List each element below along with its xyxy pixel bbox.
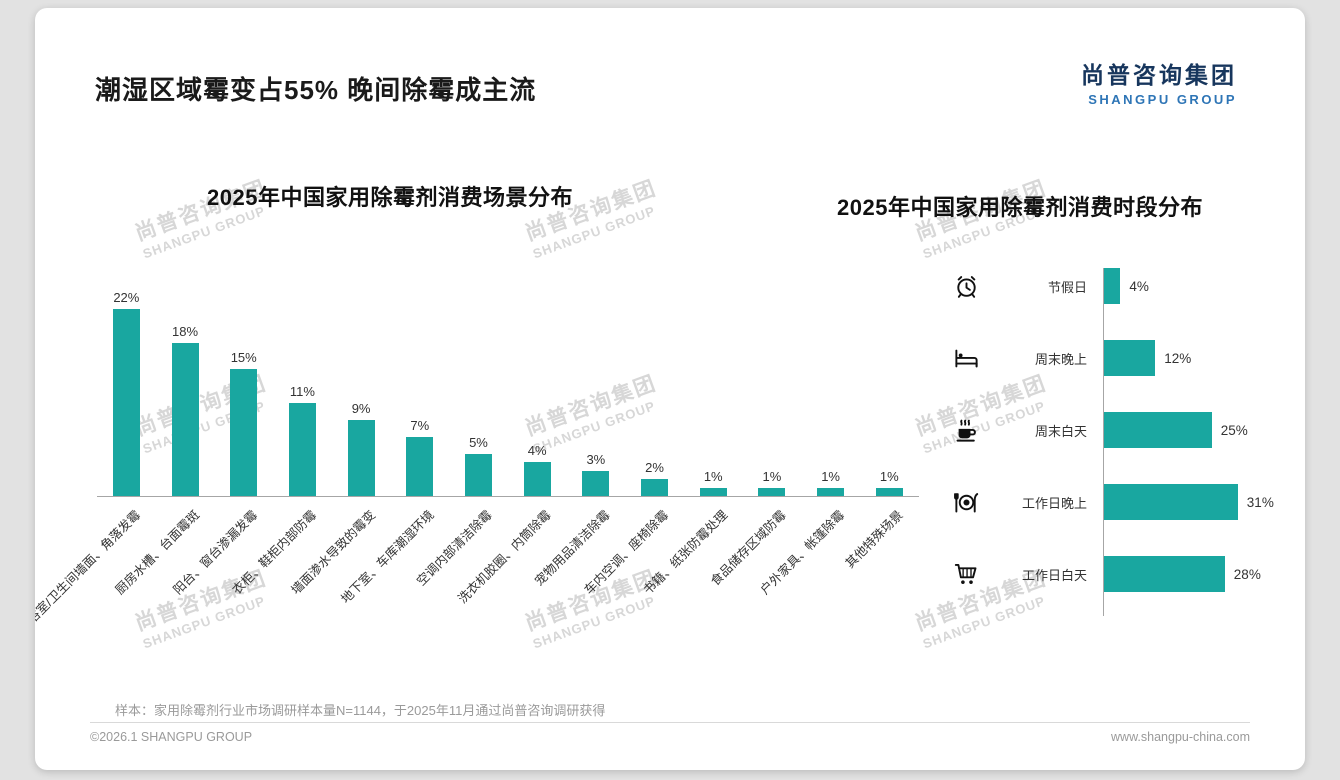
bar <box>1103 556 1225 592</box>
bar-column: 5% <box>449 434 508 496</box>
bar <box>1103 484 1238 520</box>
time-chart: 节假日 4% 周末晚上 12% 周末白天 25% 工作日晚上 31% 工作日白天 28% <box>935 250 1295 620</box>
category-label-cell: 户外家具、帐篷除霉 <box>758 497 860 682</box>
bar <box>523 462 551 496</box>
bar <box>288 402 316 496</box>
bar-column: 2% <box>625 460 684 496</box>
logo-english-text: SHANGPU GROUP <box>1088 92 1237 107</box>
bar-value-label: 22% <box>113 290 140 305</box>
scene-chart-labels: 浴室/卫生间墙面、角落发霉 厨房水槽、台面霉斑 阳台、窗台渗漏发霉 衣柜、鞋柜内部防霉… <box>35 497 919 682</box>
time-chart-rows: 节假日 4% 周末晚上 12% 周末白天 25% 工作日晚上 31% 工作日白天 28% <box>935 250 1295 610</box>
bar <box>758 487 786 496</box>
category-label-cell: 洗衣机胶圈、内筒除霉 <box>456 497 567 682</box>
bar-value-label: 1% <box>821 468 840 484</box>
bar-value-label: 4% <box>1129 278 1149 294</box>
time-row: 节假日 4% <box>935 250 1295 322</box>
bar <box>699 487 727 496</box>
copyright-text: ©2026.1 SHANGPU GROUP <box>90 730 253 744</box>
scene-chart: 22% 18% 15% 11% 9% 7% 5% 4% 3% 2% 1% 1% 1% 1% 浴室/卫生间墙… <box>35 266 919 682</box>
bar-column: 15% <box>214 349 273 496</box>
bar-value-label: 5% <box>469 434 488 450</box>
bar-wrap: 31% <box>1103 484 1274 520</box>
bar-wrap: 12% <box>1103 340 1191 376</box>
slide-card: 尚普咨询集团 SHANGPU GROUP 尚普咨询集团 SHANGPU GROUP 尚普… <box>35 8 1305 770</box>
bar-wrap: 28% <box>1103 556 1261 592</box>
bar-value-label: 1% <box>703 468 723 484</box>
bed-icon <box>949 345 983 372</box>
category-label-cell: 地下室、车库潮湿环境 <box>338 497 449 682</box>
bar <box>582 470 610 496</box>
bar <box>406 436 434 496</box>
bar <box>1103 268 1121 304</box>
bar <box>230 368 258 496</box>
bar-value-label: 7% <box>410 417 430 433</box>
bar-column: 4% <box>508 443 567 496</box>
dining-plate-icon <box>949 489 983 516</box>
bar <box>347 419 375 496</box>
time-row: 工作日白天 28% <box>935 538 1295 610</box>
bar <box>171 343 199 496</box>
coffee-icon <box>949 417 983 444</box>
bar-column: 1% <box>743 468 802 496</box>
category-label-cell: 书籍、纸张防霉处理 <box>640 497 743 682</box>
logo-chinese-text: 尚普咨询集团 <box>1081 62 1237 88</box>
bar-column: 1% <box>801 468 860 496</box>
shopping-cart-icon <box>949 561 983 588</box>
time-chart-axis <box>1103 268 1104 616</box>
bar-column: 7% <box>390 417 449 496</box>
bar-column: 1% <box>684 468 743 496</box>
bar-value-label: 11% <box>289 383 315 399</box>
time-row: 周末晚上 12% <box>935 322 1295 394</box>
bar <box>817 487 845 496</box>
time-row: 工作日晚上 31% <box>935 466 1295 538</box>
bar-column: 9% <box>332 400 391 496</box>
bar-value-label: 2% <box>645 460 664 475</box>
page-title: 潮湿区域霉变占55% 晚间除霉成主流 <box>95 75 537 105</box>
bar <box>641 479 669 496</box>
website-link[interactable]: www.shangpu-china.com <box>1111 730 1250 744</box>
sample-note: 样本：家用除霉剂行业市场调研样本量N=1144，于2025年11月通过尚普咨询调… <box>115 703 606 718</box>
bar-column: 11% <box>273 383 332 496</box>
time-row: 周末白天 25% <box>935 394 1295 466</box>
time-label: 周末晚上 <box>1034 351 1087 367</box>
bar-value-label: 3% <box>586 451 606 467</box>
scene-chart-title: 2025年中国家用除霉剂消费场景分布 <box>207 185 573 210</box>
time-label: 工作日白天 <box>1021 567 1087 583</box>
time-label: 周末白天 <box>1034 423 1087 439</box>
bar-value-label: 15% <box>230 349 257 365</box>
bar <box>464 453 492 496</box>
bar-value-label: 31% <box>1246 494 1274 510</box>
bar-column: 18% <box>156 324 215 496</box>
alarm-clock-icon <box>949 273 983 300</box>
bar-value-label: 25% <box>1220 422 1248 438</box>
bar-value-label: 9% <box>351 400 371 416</box>
time-chart-title: 2025年中国家用除霉剂消费时段分布 <box>837 195 1203 220</box>
bar <box>875 487 903 496</box>
bar-column: 3% <box>567 451 626 496</box>
bar-wrap: 4% <box>1103 268 1149 304</box>
time-label: 节假日 <box>1047 279 1087 295</box>
bar-value-label: 12% <box>1164 350 1192 366</box>
footer-divider <box>90 722 1250 723</box>
bar-value-label: 1% <box>879 468 899 484</box>
bar-column: 1% <box>860 468 919 496</box>
bar-wrap: 25% <box>1103 412 1248 448</box>
bar-value-label: 4% <box>527 443 547 458</box>
company-logo: 尚普咨询集团 SHANGPU GROUP <box>1081 56 1237 107</box>
scene-chart-bars: 22% 18% 15% 11% 9% 7% 5% 4% 3% 2% 1% 1% 1% 1% <box>97 266 919 497</box>
time-label: 工作日晚上 <box>1021 495 1087 511</box>
bar-value-label: 28% <box>1233 566 1261 582</box>
bar-column: 22% <box>97 290 156 496</box>
bar-value-label: 1% <box>762 468 782 484</box>
bar <box>1103 340 1156 376</box>
bar <box>112 309 140 496</box>
category-label-cell: 其他特殊场景 <box>843 497 919 682</box>
bar-value-label: 18% <box>172 324 199 339</box>
bar <box>1103 412 1212 448</box>
